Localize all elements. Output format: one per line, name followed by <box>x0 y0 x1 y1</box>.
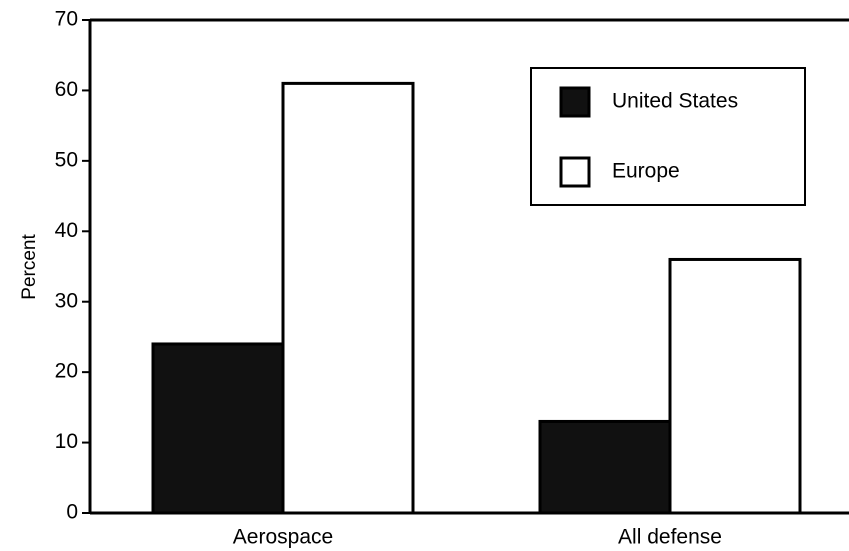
legend-swatch <box>559 156 591 188</box>
bar <box>668 257 802 515</box>
legend-swatch <box>559 86 591 118</box>
y-tick-label: 70 <box>55 8 78 31</box>
bar <box>151 342 285 515</box>
y-tick-label: 10 <box>55 430 78 453</box>
x-tick-label: All defense <box>618 526 722 549</box>
bar <box>281 81 415 515</box>
y-tick-label: 40 <box>55 219 78 242</box>
legend-label: Europe <box>612 160 680 183</box>
y-tick-label: 50 <box>55 148 78 171</box>
y-axis-label: Percent <box>19 234 40 300</box>
y-tick-label: 30 <box>55 289 78 312</box>
bar <box>538 419 672 515</box>
x-tick-label: Aerospace <box>233 526 333 549</box>
y-tick-label: 0 <box>66 501 78 524</box>
legend-label: United States <box>612 90 738 113</box>
y-tick-label: 60 <box>55 78 78 101</box>
y-tick-label: 20 <box>55 360 78 383</box>
